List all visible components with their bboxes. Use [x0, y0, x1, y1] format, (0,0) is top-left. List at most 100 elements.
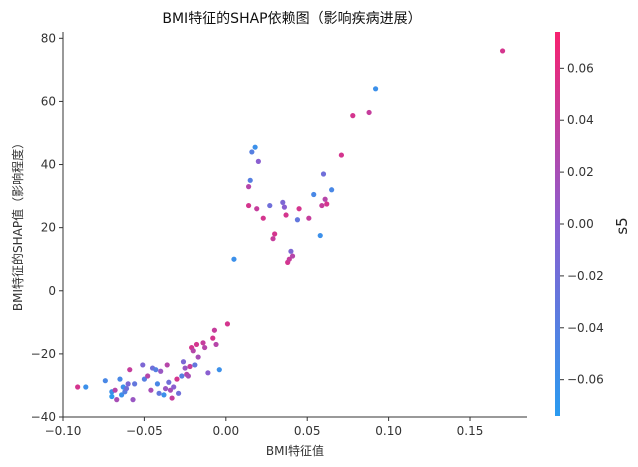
scatter-point	[246, 184, 252, 190]
y-tick-label: −40	[31, 410, 56, 424]
scatter-point	[182, 365, 188, 371]
scatter-point	[202, 344, 208, 351]
colorbar-label: s5	[613, 217, 631, 234]
scatter-point	[140, 362, 146, 368]
scatter-point	[254, 206, 260, 212]
scatter-point	[338, 152, 344, 158]
scatter-point	[246, 202, 252, 209]
scatter-point	[174, 376, 180, 382]
scatter-point	[117, 376, 123, 382]
scatter-point	[171, 384, 177, 390]
scatter-point	[193, 341, 200, 348]
scatter-point	[145, 373, 151, 379]
scatter-point	[156, 390, 162, 396]
scatter-point	[141, 376, 148, 382]
colorbar-tick-label: −0.02	[567, 269, 604, 283]
scatter-point	[329, 187, 335, 193]
colorbar-tick-label: 0.02	[567, 165, 594, 179]
scatter-point	[132, 381, 138, 387]
scatter-point	[311, 191, 317, 198]
y-tick-label: 40	[41, 158, 56, 172]
x-tick-label: 0.10	[375, 424, 402, 438]
scatter-point	[161, 392, 167, 398]
scatter-point	[123, 385, 130, 392]
colorbar-tick-label: −0.06	[567, 373, 604, 387]
scatter-point	[216, 367, 222, 373]
scatter-point	[164, 362, 170, 368]
scatter-point	[114, 397, 120, 403]
x-tick-label: 0.15	[457, 424, 484, 438]
y-tick-label: 20	[41, 221, 56, 235]
scatter-point	[190, 348, 196, 354]
scatter-points	[75, 48, 506, 403]
scatter-point	[296, 206, 302, 212]
chart-title: BMI特征的SHAP依赖图（影响疾病进展）	[162, 11, 421, 27]
scatter-point	[192, 362, 198, 368]
colorbar-tick-label: 0.00	[567, 217, 594, 231]
x-tick-label: 0.05	[294, 424, 321, 438]
y-tick-label: 80	[41, 31, 56, 45]
scatter-point	[195, 354, 201, 360]
scatter-point	[224, 321, 231, 327]
scatter-point	[320, 171, 327, 177]
scatter-point	[249, 149, 255, 155]
scatter-point	[267, 202, 273, 209]
scatter-point	[317, 232, 323, 239]
scatter-point	[153, 367, 159, 373]
scatter-point	[185, 373, 191, 379]
y-axis-label: BMI特征的SHAP值（影响程度）	[10, 137, 25, 311]
scatter-point	[102, 378, 108, 384]
scatter-point	[294, 217, 301, 223]
x-axis-label: BMI特征值	[266, 443, 324, 458]
scatter-point	[162, 385, 169, 392]
x-tick-label: −0.05	[126, 424, 163, 438]
scatter-point	[280, 199, 286, 206]
scatter-point	[112, 387, 118, 393]
y-ticks: −40 −20 0 20 40 60 80	[31, 31, 63, 424]
y-tick-label: 0	[48, 284, 56, 298]
scatter-point	[252, 144, 258, 150]
colorbar: −0.06 −0.04 −0.02 0.00 0.02 0.04 0.06 s5	[555, 32, 631, 416]
scatter-point	[75, 384, 81, 390]
scatter-point	[247, 177, 253, 183]
scatter-point	[148, 387, 154, 393]
colorbar-tick-label: −0.04	[567, 321, 604, 335]
x-ticks: −0.10 −0.05 0.00 0.05 0.10 0.15	[45, 417, 484, 438]
scatter-point	[283, 212, 289, 218]
scatter-point	[288, 248, 294, 254]
scatter-point	[255, 158, 261, 164]
scatter-point	[289, 253, 296, 259]
scatter-point	[260, 215, 266, 221]
scatter-point	[109, 393, 115, 400]
scatter-point	[175, 390, 182, 396]
scatter-point	[366, 109, 372, 116]
scatter-point	[231, 256, 237, 262]
scatter-point	[499, 48, 506, 54]
scatter-point	[286, 256, 292, 262]
scatter-point	[210, 335, 216, 341]
scatter-point	[270, 236, 276, 242]
scatter-point	[166, 379, 172, 385]
scatter-point	[167, 387, 174, 393]
x-tick-label: −0.10	[45, 424, 82, 438]
scatter-point	[322, 196, 328, 202]
scatter-point	[125, 381, 131, 387]
x-tick-label: 0.00	[212, 424, 239, 438]
scatter-point	[179, 373, 185, 379]
scatter-point	[319, 202, 325, 209]
scatter-point	[169, 395, 175, 401]
scatter-point	[83, 384, 89, 390]
colorbar-tick-label: 0.06	[567, 61, 594, 75]
scatter-point	[158, 368, 164, 374]
scatter-point	[213, 341, 219, 348]
scatter-point	[200, 340, 206, 346]
scatter-point	[281, 204, 288, 210]
scatter-point	[205, 370, 211, 376]
y-tick-label: 60	[41, 94, 56, 108]
scatter-point	[324, 201, 330, 207]
scatter-point	[306, 215, 312, 221]
scatter-point	[154, 381, 161, 387]
scatter-point	[130, 397, 136, 403]
scatter-point	[180, 359, 187, 365]
